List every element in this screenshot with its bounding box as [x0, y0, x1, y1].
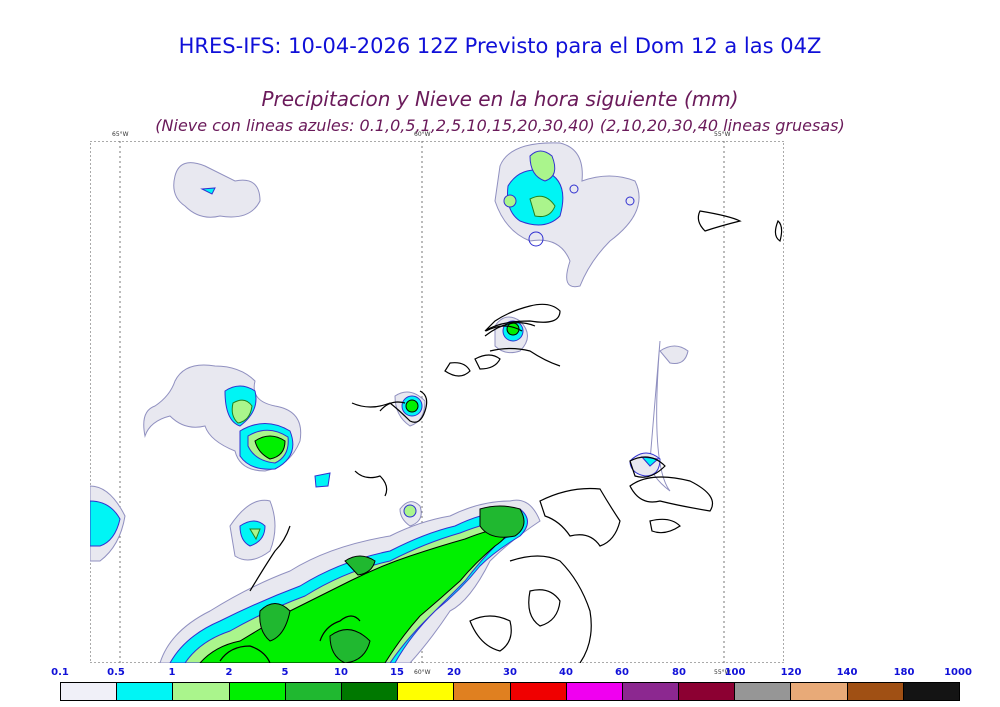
colorbar-segment [341, 683, 399, 700]
colorbar-segment [510, 683, 567, 700]
colorbar-segment [622, 683, 680, 700]
colorbar-segment [735, 683, 792, 700]
colorbar-segment [847, 683, 904, 700]
colorbar-segment [566, 683, 623, 700]
meridian-label-65w: 65°W [112, 131, 129, 138]
legend-tick: 1 [168, 667, 176, 678]
precipitation-colorbar [60, 682, 960, 701]
legend-tick: 2 [225, 667, 233, 678]
legend-tick: 0.5 [107, 667, 125, 678]
map-subtitle: Precipitacion y Nieve en la hora siguien… [261, 87, 739, 111]
precip-cell-northwest [173, 162, 261, 218]
coastlines [219, 210, 783, 663]
legend-tick: 60 [615, 667, 629, 678]
legend-tick: 120 [780, 667, 802, 678]
colorbar-segment [229, 683, 286, 700]
meridian-label-60w: 60°W [414, 131, 431, 138]
legend-tick: 5 [281, 667, 289, 678]
legend-tick: 20 [447, 667, 461, 678]
legend-tick: 180 [893, 667, 915, 678]
legend-tick: 10 [334, 667, 348, 678]
precip-band-south [159, 499, 541, 663]
colorbar-segment [117, 683, 174, 700]
snow-lines-note: (Nieve con lineas azules: 0.1,0,5,1,2,5,… [155, 116, 845, 135]
meridian-label-bottom-55w: 55°W [714, 669, 731, 676]
precip-cell-north [494, 142, 640, 288]
colorbar-segment [903, 683, 959, 700]
precip-cell-west [143, 364, 331, 488]
meridian-label-55w: 55°W [714, 131, 731, 138]
legend-tick: 1000 [944, 667, 972, 678]
map-title: HRES-IFS: 10-04-2026 12Z Previsto para e… [178, 34, 822, 58]
legend-tick: 0.1 [51, 667, 69, 678]
legend-tick: 30 [503, 667, 517, 678]
precipitation-map [90, 141, 784, 663]
legend-tick: 15 [390, 667, 404, 678]
colorbar-segment [679, 683, 736, 700]
colorbar-segment [173, 683, 230, 700]
colorbar-segment [61, 683, 118, 700]
colorbar-segment [285, 683, 342, 700]
legend-tick: 100 [724, 667, 746, 678]
meridian-label-bottom-60w: 60°W [414, 669, 431, 676]
precip-cell-southwest [90, 485, 422, 562]
precip-cell-middle [394, 316, 689, 492]
legend-tick: 80 [672, 667, 686, 678]
colorbar-segment [454, 683, 511, 700]
legend-tick: 140 [836, 667, 858, 678]
legend-tick: 40 [559, 667, 573, 678]
colorbar-segment [398, 683, 455, 700]
colorbar-segment [791, 683, 848, 700]
